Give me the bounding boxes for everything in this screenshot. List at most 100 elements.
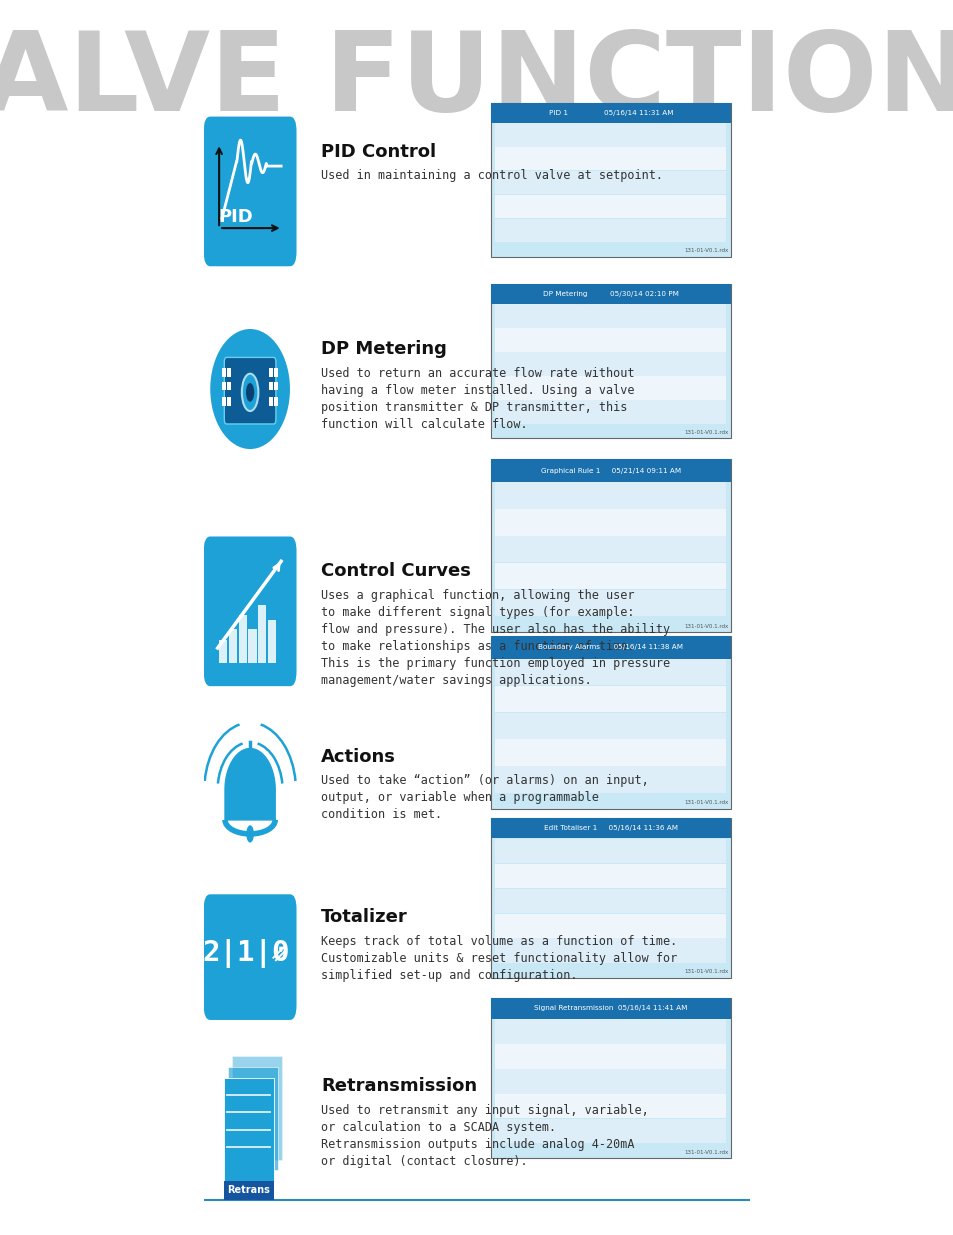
FancyBboxPatch shape — [490, 459, 730, 632]
Bar — [490, 818, 730, 839]
Text: Control Curves: Control Curves — [321, 562, 471, 580]
Text: Retrans: Retrans — [227, 1186, 270, 1195]
Text: Used to take “action” (or alarms) on an input,
output, or variable when a progra: Used to take “action” (or alarms) on an … — [321, 774, 648, 821]
Bar — [495, 195, 725, 219]
FancyBboxPatch shape — [490, 284, 730, 438]
Circle shape — [246, 383, 254, 401]
Text: 131-01-V0.1.rdx: 131-01-V0.1.rdx — [683, 430, 728, 435]
Bar — [495, 839, 725, 863]
FancyBboxPatch shape — [224, 357, 275, 424]
Bar — [495, 658, 725, 685]
Text: 131-01-V0.1.rdx: 131-01-V0.1.rdx — [683, 248, 728, 253]
Bar — [274, 382, 277, 390]
Bar — [495, 939, 725, 963]
Polygon shape — [225, 748, 274, 820]
Text: DP Metering          05/30/14 02:10 PM: DP Metering 05/30/14 02:10 PM — [542, 291, 679, 298]
Bar — [222, 382, 226, 390]
FancyBboxPatch shape — [204, 116, 296, 267]
Text: Used in maintaining a control valve at setpoint.: Used in maintaining a control valve at s… — [321, 169, 662, 183]
Bar — [269, 368, 273, 377]
Text: PID 1                05/16/14 11:31 AM: PID 1 05/16/14 11:31 AM — [548, 110, 673, 116]
Bar — [248, 629, 256, 663]
Text: Uses a graphical function, allowing the user
to make different signal types (for: Uses a graphical function, allowing the … — [321, 589, 670, 687]
Text: 131-01-V0.1.rdx: 131-01-V0.1.rdx — [683, 1150, 728, 1155]
Text: Used to retransmit any input signal, variable,
or calculation to a SCADA system.: Used to retransmit any input signal, var… — [321, 1104, 648, 1168]
Bar — [269, 396, 273, 405]
FancyBboxPatch shape — [490, 818, 730, 978]
Text: Boundary Alarms      05/16/14 11:38 AM: Boundary Alarms 05/16/14 11:38 AM — [537, 645, 682, 651]
Bar — [238, 615, 247, 663]
Bar — [490, 284, 730, 304]
Bar — [495, 147, 725, 170]
Bar — [495, 589, 725, 616]
Bar — [229, 629, 237, 663]
Bar — [269, 382, 273, 390]
Circle shape — [242, 374, 258, 411]
Bar — [274, 368, 277, 377]
Bar — [495, 482, 725, 509]
Text: Actions: Actions — [321, 747, 395, 766]
Bar — [495, 305, 725, 329]
Bar — [222, 396, 226, 405]
Bar — [495, 914, 725, 939]
Bar — [495, 352, 725, 375]
Text: DP Metering: DP Metering — [321, 340, 447, 358]
Bar — [495, 1094, 725, 1119]
Bar — [495, 563, 725, 589]
Text: VALVE FUNCTIONS: VALVE FUNCTIONS — [0, 27, 953, 133]
FancyBboxPatch shape — [204, 536, 296, 687]
Text: 2|1|0: 2|1|0 — [202, 940, 289, 968]
Text: ⇗: ⇗ — [270, 942, 289, 966]
Circle shape — [246, 825, 253, 842]
Bar — [495, 329, 725, 352]
FancyBboxPatch shape — [223, 1078, 274, 1181]
Bar — [495, 400, 725, 424]
Text: Graphical Rule 1     05/21/14 09:11 AM: Graphical Rule 1 05/21/14 09:11 AM — [540, 468, 680, 474]
Bar — [495, 1119, 725, 1144]
Text: Keeps track of total volume as a function of time.
Customizable units & reset fu: Keeps track of total volume as a functio… — [321, 935, 677, 982]
Bar — [490, 103, 730, 122]
Ellipse shape — [210, 329, 290, 450]
Bar — [223, 1181, 274, 1199]
Text: PID: PID — [217, 209, 253, 226]
Bar — [227, 382, 231, 390]
Bar — [495, 1019, 725, 1044]
Text: 131-01-V0.1.rdx: 131-01-V0.1.rdx — [683, 969, 728, 974]
Bar — [495, 170, 725, 194]
Bar — [227, 368, 231, 377]
Bar — [222, 368, 226, 377]
Bar — [495, 713, 725, 739]
Bar — [495, 1044, 725, 1068]
Bar — [495, 740, 725, 766]
Bar — [495, 889, 725, 913]
Bar — [495, 685, 725, 713]
Bar — [495, 124, 725, 147]
Text: Totalizer: Totalizer — [321, 908, 408, 926]
FancyBboxPatch shape — [228, 1067, 277, 1171]
Text: PID Control: PID Control — [321, 142, 436, 161]
Text: Retransmission: Retransmission — [321, 1077, 476, 1095]
Bar — [227, 396, 231, 405]
FancyBboxPatch shape — [490, 998, 730, 1158]
Text: Edit Totaliser 1     05/16/14 11:36 AM: Edit Totaliser 1 05/16/14 11:36 AM — [543, 825, 678, 831]
Bar — [495, 766, 725, 793]
Bar — [495, 509, 725, 536]
Text: Signal Retransmission  05/16/14 11:41 AM: Signal Retransmission 05/16/14 11:41 AM — [534, 1005, 687, 1011]
Bar — [495, 536, 725, 562]
FancyBboxPatch shape — [204, 894, 296, 1020]
Bar — [490, 636, 730, 658]
Text: Used to return an accurate flow rate without
having a flow meter installed. Usin: Used to return an accurate flow rate wit… — [321, 367, 634, 431]
Bar — [495, 377, 725, 400]
Bar — [490, 998, 730, 1019]
Bar — [495, 219, 725, 242]
Text: 131-01-V0.1.rdx: 131-01-V0.1.rdx — [683, 800, 728, 805]
Bar — [490, 459, 730, 482]
FancyBboxPatch shape — [490, 636, 730, 809]
Bar — [495, 1070, 725, 1093]
Bar — [258, 605, 266, 663]
Bar — [268, 620, 275, 663]
Text: 131-01-V0.1.rdx: 131-01-V0.1.rdx — [683, 624, 728, 629]
Bar — [274, 396, 277, 405]
FancyBboxPatch shape — [232, 1056, 282, 1160]
Bar — [495, 863, 725, 888]
